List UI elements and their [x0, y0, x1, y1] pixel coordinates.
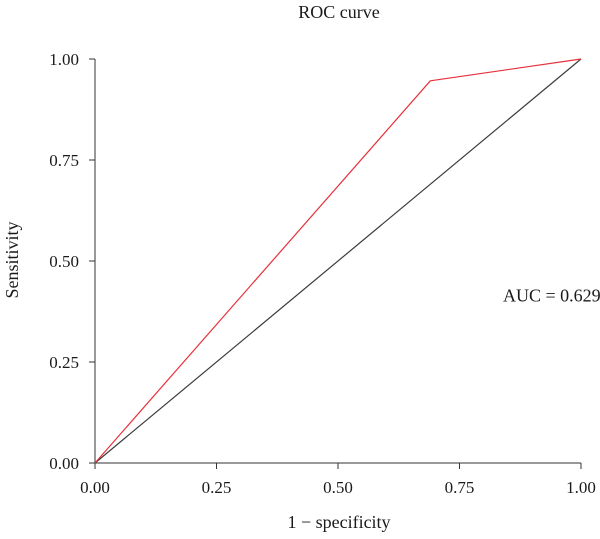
y-tick-label: 0.25	[49, 353, 79, 372]
y-tick-label: 0.50	[49, 252, 79, 271]
x-tick-label: 0.25	[202, 478, 232, 497]
annotation-layer: AUC = 0.629	[503, 285, 600, 305]
y-axis: 0.00 0.25 0.50 0.75 1.00	[49, 50, 95, 473]
y-tick-label: 0.75	[49, 151, 79, 170]
x-axis-title: 1 − specificity	[287, 512, 390, 532]
x-axis: 0.00 0.25 0.50 0.75 1.00	[80, 463, 596, 497]
reference-diagonal-line	[94, 58, 582, 464]
x-tick-label: 0.50	[323, 478, 353, 497]
roc-curve-line	[94, 58, 582, 464]
chart-title: ROC curve	[298, 2, 379, 22]
y-tick-label: 1.00	[49, 50, 79, 69]
y-axis-title: Sensitivity	[2, 221, 22, 298]
x-tick-label: 1.00	[566, 478, 596, 497]
x-tick-label: 0.00	[80, 478, 110, 497]
auc-annotation: AUC = 0.629	[503, 285, 600, 305]
series-layer	[94, 58, 582, 464]
x-tick-label: 0.75	[445, 478, 475, 497]
y-tick-label: 0.00	[49, 454, 79, 473]
